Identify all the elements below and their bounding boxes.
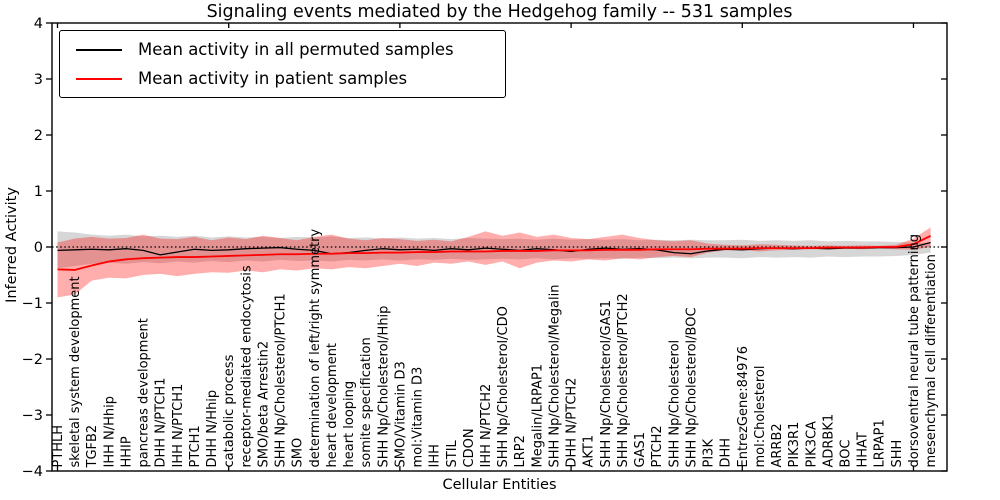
patient-range-band	[57, 227, 931, 298]
x-category-label: AKT1	[582, 435, 597, 468]
x-category-label: SHH Np/Cholesterol/PTCH2	[616, 293, 631, 467]
x-category-label: GAS1	[633, 432, 648, 468]
x-category-label: heart development	[325, 343, 340, 468]
x-category-label: PI3K	[702, 439, 717, 468]
patient-mean-line	[57, 234, 931, 271]
patient-line-swatch	[76, 77, 122, 80]
x-category-label: PTCH2	[650, 425, 665, 467]
x-category-label: IHH N/PTCH1	[171, 384, 186, 468]
legend: Mean activity in all permuted samples Me…	[59, 30, 506, 98]
y-tick-label: −2	[22, 352, 43, 368]
legend-item-permuted: Mean activity in all permuted samples	[76, 40, 505, 59]
x-category-label: TGFB2	[85, 425, 100, 469]
x-category-label: PIK3CA	[804, 421, 819, 468]
x-category-label: HHAT	[856, 432, 871, 467]
x-category-label: HHIP	[119, 436, 134, 467]
x-category-label: DHH N/PTCH1	[154, 378, 169, 468]
legend-label-patient: Mean activity in patient samples	[138, 69, 408, 88]
x-category-label: ADRBK1	[821, 414, 836, 468]
x-category-label: STIL	[445, 439, 460, 467]
x-category-label: LRPAP1	[873, 419, 888, 467]
legend-item-patient: Mean activity in patient samples	[76, 69, 505, 88]
x-category-label: IHH	[428, 444, 443, 467]
x-category-label: SHH Np/Cholesterol/GAS1	[599, 300, 614, 468]
x-category-label: skeletal system development	[68, 276, 83, 467]
x-category-label: SHH Np/Cholesterol/BOC	[684, 307, 699, 467]
x-category-label: receptor-mediated endocytosis	[239, 265, 254, 467]
x-category-label: mol:Cholesterol	[753, 366, 768, 468]
y-tick-label: −1	[22, 296, 43, 312]
x-category-label: IHH N/Hhip	[102, 396, 117, 468]
x-category-label: somite specification	[359, 337, 374, 467]
x-category-label: CDON	[462, 428, 477, 467]
x-category-label: LRP2	[513, 435, 528, 467]
x-category-label: ARRB2	[770, 423, 785, 467]
x-category-label: PTCH1	[188, 425, 203, 467]
x-category-label: mesenchymal cell differentiation	[924, 254, 939, 467]
permuted-range-band	[57, 231, 931, 269]
y-tick-label: −3	[22, 408, 43, 424]
x-category-label: SHH Np/Cholesterol/Hhip	[376, 306, 391, 468]
x-category-label: pancreas development	[137, 318, 152, 467]
x-category-label: SHH Np/Cholesterol	[667, 340, 682, 468]
x-category-label: SMO	[291, 438, 306, 468]
x-category-label: heart looping	[342, 381, 357, 468]
x-category-label: DHH N/Hhip	[205, 390, 220, 468]
y-tick-label: 4	[34, 16, 43, 32]
legend-label-permuted: Mean activity in all permuted samples	[138, 40, 454, 59]
x-category-label: mol:Vitamin D3	[411, 367, 426, 468]
x-category-label: SMO/Vitamin D3	[393, 361, 408, 467]
x-category-label: dorsoventral neural tube patterning	[907, 234, 922, 467]
x-category-label: SHH	[890, 440, 905, 468]
y-tick-label: 2	[34, 128, 43, 144]
y-tick-label: 3	[34, 72, 43, 88]
x-category-label: EntrezGene:84976	[736, 346, 751, 467]
x-category-label: determination of left/right symmetry	[308, 229, 323, 468]
x-category-label: DHH N/PTCH2	[565, 378, 580, 468]
x-category-label: SHH Np/Cholesterol/CDO	[496, 306, 511, 467]
x-category-label: SHH Np/Cholesterol/Megalin	[547, 285, 562, 468]
x-category-label: catabolic process	[222, 354, 237, 467]
y-tick-label: −4	[22, 464, 43, 480]
y-tick-label: 0	[34, 240, 43, 256]
y-tick-label: 1	[34, 184, 43, 200]
y-axis-label: Inferred Activity	[4, 187, 20, 303]
x-axis-label: Cellular Entities	[442, 477, 557, 493]
x-category-label: SHH Np/Cholesterol/PTCH1	[274, 293, 289, 467]
x-category-label: DHH	[719, 438, 734, 468]
chart-title: Signaling events mediated by the Hedgeho…	[206, 2, 793, 22]
x-category-label: PTHLH	[51, 425, 66, 468]
x-category-label: IHH N/PTCH2	[479, 384, 494, 468]
x-category-label: PIK3R1	[787, 422, 802, 468]
x-category-label: SMO/beta Arrestin2	[256, 341, 271, 468]
permuted-line-swatch	[76, 48, 122, 51]
x-category-label: BOC	[839, 440, 854, 468]
x-category-label: Megalin/LRPAP1	[530, 364, 545, 468]
